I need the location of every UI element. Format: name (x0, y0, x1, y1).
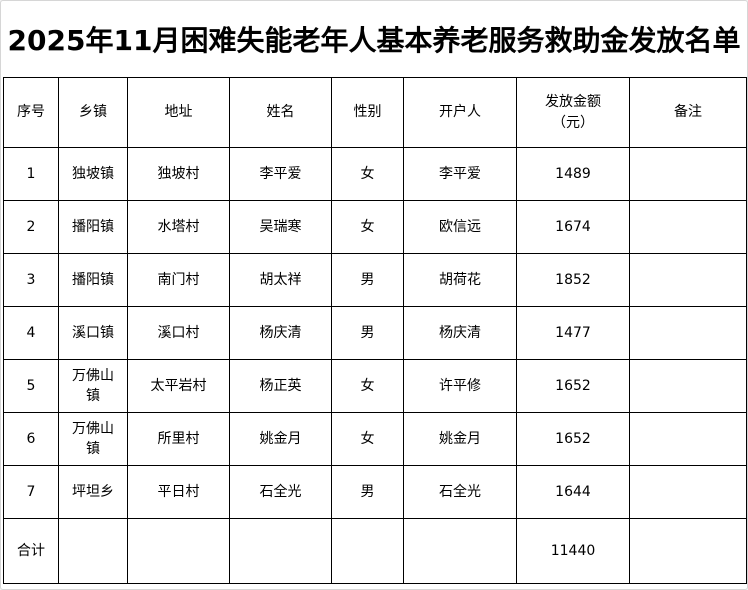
header-row: 序号 乡镇 地址 姓名 性别 开户人 发放金额 （元） 备注 (3, 77, 747, 148)
cell-remark (629, 147, 747, 201)
cell-gender: 男 (331, 465, 404, 519)
page-title: 2025年11月困难失能老年人基本养老服务救助金发放名单 (7, 24, 741, 57)
cell-name: 杨正英 (229, 359, 332, 413)
cell-town: 播阳镇 (58, 200, 128, 254)
cell-name: 姚金月 (229, 412, 332, 466)
total-label-cell: 合计 (3, 518, 59, 584)
table-row: 7 坪坦乡 平日村 石全光 男 石全光 1644 (3, 465, 747, 519)
cell-address: 独坡村 (127, 147, 230, 201)
cell-gender: 女 (331, 412, 404, 466)
cell-amount: 1852 (516, 253, 630, 307)
cell-name: 吴瑞寒 (229, 200, 332, 254)
cell-address: 溪口村 (127, 306, 230, 360)
cell-amount: 1477 (516, 306, 630, 360)
cell-town: 播阳镇 (58, 253, 128, 307)
cell-gender: 男 (331, 306, 404, 360)
cell-town: 万佛山 镇 (58, 359, 128, 413)
total-name-cell (229, 518, 332, 584)
cell-town: 坪坦乡 (58, 465, 128, 519)
cell-remark (629, 465, 747, 519)
cell-account-holder: 许平修 (403, 359, 517, 413)
total-address-cell (127, 518, 230, 584)
table-row: 4 溪口镇 溪口村 杨庆清 男 杨庆清 1477 (3, 306, 747, 360)
cell-account-holder: 欧信远 (403, 200, 517, 254)
col-header-town: 乡镇 (58, 77, 128, 148)
cell-seq: 2 (3, 200, 59, 254)
cell-account-holder: 胡荷花 (403, 253, 517, 307)
cell-gender: 女 (331, 147, 404, 201)
table-row: 2 播阳镇 水塔村 吴瑞寒 女 欧信远 1674 (3, 200, 747, 254)
cell-address: 所里村 (127, 412, 230, 466)
cell-address: 南门村 (127, 253, 230, 307)
cell-amount: 1652 (516, 412, 630, 466)
cell-name: 胡太祥 (229, 253, 332, 307)
cell-remark (629, 412, 747, 466)
cell-name: 杨庆清 (229, 306, 332, 360)
cell-town: 万佛山 镇 (58, 412, 128, 466)
total-amount-cell: 11440 (516, 518, 630, 584)
total-row: 合计 11440 (3, 518, 747, 584)
cell-address: 平日村 (127, 465, 230, 519)
cell-account-holder: 石全光 (403, 465, 517, 519)
total-remark-cell (629, 518, 747, 584)
col-header-address: 地址 (127, 77, 230, 148)
cell-gender: 女 (331, 359, 404, 413)
cell-remark (629, 200, 747, 254)
cell-town: 溪口镇 (58, 306, 128, 360)
cell-amount: 1652 (516, 359, 630, 413)
table-row: 1 独坡镇 独坡村 李平爱 女 李平爱 1489 (3, 147, 747, 201)
cell-account-holder: 姚金月 (403, 412, 517, 466)
table-row: 3 播阳镇 南门村 胡太祥 男 胡荷花 1852 (3, 253, 747, 307)
total-gender-cell (331, 518, 404, 584)
cell-seq: 4 (3, 306, 59, 360)
cell-account-holder: 杨庆清 (403, 306, 517, 360)
cell-name: 李平爱 (229, 147, 332, 201)
col-header-gender: 性别 (331, 77, 404, 148)
cell-seq: 6 (3, 412, 59, 466)
cell-address: 水塔村 (127, 200, 230, 254)
col-header-name: 姓名 (229, 77, 332, 148)
col-header-account-holder: 开户人 (403, 77, 517, 148)
cell-amount: 1489 (516, 147, 630, 201)
col-header-seq: 序号 (3, 77, 59, 148)
table-row: 5 万佛山 镇 太平岩村 杨正英 女 许平修 1652 (3, 359, 747, 413)
cell-seq: 7 (3, 465, 59, 519)
cell-remark (629, 253, 747, 307)
cell-address: 太平岩村 (127, 359, 230, 413)
col-header-remark: 备注 (629, 77, 747, 148)
cell-remark (629, 306, 747, 360)
cell-seq: 3 (3, 253, 59, 307)
total-town-cell (58, 518, 128, 584)
cell-gender: 男 (331, 253, 404, 307)
col-header-amount: 发放金额 （元） (516, 77, 630, 148)
cell-seq: 1 (3, 147, 59, 201)
cell-amount: 1674 (516, 200, 630, 254)
subsidy-table: 序号 乡镇 地址 姓名 性别 开户人 发放金额 （元） 备注 1 独坡镇 独坡村… (3, 77, 747, 584)
cell-name: 石全光 (229, 465, 332, 519)
cell-seq: 5 (3, 359, 59, 413)
cell-account-holder: 李平爱 (403, 147, 517, 201)
cell-amount: 1644 (516, 465, 630, 519)
cell-remark (629, 359, 747, 413)
cell-town: 独坡镇 (58, 147, 128, 201)
total-account-holder-cell (403, 518, 517, 584)
cell-gender: 女 (331, 200, 404, 254)
table-row: 6 万佛山 镇 所里村 姚金月 女 姚金月 1652 (3, 412, 747, 466)
